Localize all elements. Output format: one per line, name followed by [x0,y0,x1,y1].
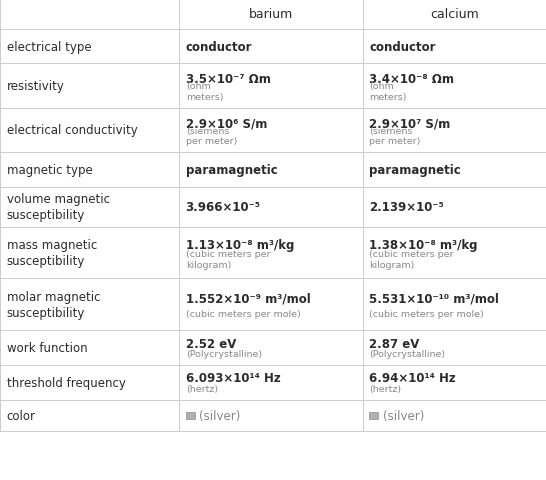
Text: (hertz): (hertz) [186,384,218,393]
Text: threshold frequency: threshold frequency [7,376,126,389]
Text: 1.552×10⁻⁹ m³/mol: 1.552×10⁻⁹ m³/mol [186,291,310,304]
Text: 3.5×10⁻⁷ Ωm: 3.5×10⁻⁷ Ωm [186,73,270,86]
Text: calcium: calcium [430,8,479,22]
Text: (cubic meters per mole): (cubic meters per mole) [369,309,484,318]
Text: 2.52 eV: 2.52 eV [186,337,236,350]
Text: 3.4×10⁻⁸ Ωm: 3.4×10⁻⁸ Ωm [369,73,454,86]
Text: 6.093×10¹⁴ Hz: 6.093×10¹⁴ Hz [186,372,281,384]
Text: (Polycrystalline): (Polycrystalline) [369,349,445,359]
Text: 2.139×10⁻⁵: 2.139×10⁻⁵ [369,201,444,214]
Text: (cubic meters per mole): (cubic meters per mole) [186,309,300,318]
Text: (cubic meters per
kilogram): (cubic meters per kilogram) [369,250,454,270]
Text: 5.531×10⁻¹⁰ m³/mol: 5.531×10⁻¹⁰ m³/mol [369,291,499,304]
Bar [369,412,378,419]
Text: 1.38×10⁻⁸ m³/kg: 1.38×10⁻⁸ m³/kg [369,238,478,251]
Text: paramagnetic: paramagnetic [369,163,461,177]
Text: 2.9×10⁷ S/m: 2.9×10⁷ S/m [369,117,450,130]
Text: work function: work function [7,341,87,355]
Text: (siemens
per meter): (siemens per meter) [369,126,420,146]
Text: 2.87 eV: 2.87 eV [369,337,419,350]
Text: mass magnetic
susceptibility: mass magnetic susceptibility [7,239,97,267]
Text: (silver): (silver) [383,409,424,422]
Text: 2.9×10⁶ S/m: 2.9×10⁶ S/m [186,117,267,130]
Text: (silver): (silver) [199,409,241,422]
Text: (ohm
meters): (ohm meters) [369,82,407,102]
Text: 1.13×10⁻⁸ m³/kg: 1.13×10⁻⁸ m³/kg [186,238,294,251]
Text: electrical type: electrical type [7,40,91,54]
Text: magnetic type: magnetic type [7,163,92,177]
Bar [186,412,195,419]
Text: (hertz): (hertz) [369,384,401,393]
Text: (cubic meters per
kilogram): (cubic meters per kilogram) [186,250,270,270]
Text: electrical conductivity: electrical conductivity [7,124,137,137]
Text: paramagnetic: paramagnetic [186,163,277,177]
Text: molar magnetic
susceptibility: molar magnetic susceptibility [7,290,100,319]
Text: conductor: conductor [186,40,252,54]
Text: (siemens
per meter): (siemens per meter) [186,126,237,146]
Text: volume magnetic
susceptibility: volume magnetic susceptibility [7,192,110,222]
Text: 6.94×10¹⁴ Hz: 6.94×10¹⁴ Hz [369,372,456,384]
Text: 3.966×10⁻⁵: 3.966×10⁻⁵ [186,201,260,214]
Text: color: color [7,409,35,422]
Text: barium: barium [248,8,293,22]
Text: (Polycrystalline): (Polycrystalline) [186,349,262,359]
Text: (ohm
meters): (ohm meters) [186,82,223,102]
Text: resistivity: resistivity [7,80,64,93]
Text: conductor: conductor [369,40,436,54]
